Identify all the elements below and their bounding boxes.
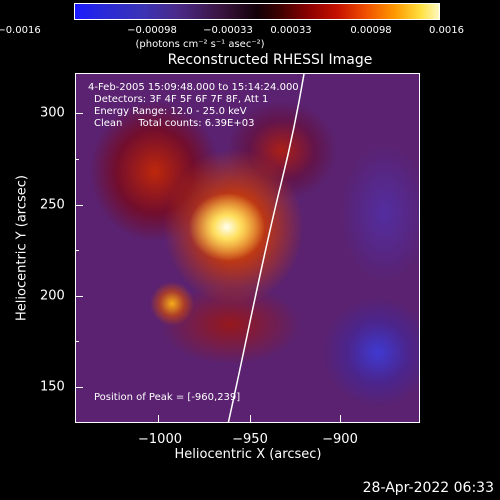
y-minor-tick bbox=[75, 250, 79, 251]
y-tick-label: 300 bbox=[40, 105, 65, 121]
colorbar-tick: −0.00033 bbox=[203, 25, 253, 36]
colorbar-tick: 0.00033 bbox=[270, 25, 312, 36]
annotation-time: 4-Feb-2005 15:09:48.000 to 15:14:24.000 bbox=[88, 82, 299, 93]
y-minor-tick bbox=[75, 159, 79, 160]
colorbar-unit: (photons cm⁻² s⁻¹ asec⁻²) bbox=[135, 39, 265, 50]
colorbar-tick: 0.0016 bbox=[429, 25, 464, 36]
y-tick-label: 250 bbox=[40, 197, 65, 213]
plot-title: Reconstructed RHESSI Image bbox=[167, 52, 373, 68]
colorbar-tick: −0.0016 bbox=[0, 25, 41, 36]
render-timestamp: 28-Apr-2022 06:33 bbox=[362, 480, 494, 496]
annotation-clean: Clean Total counts: 6.39E+03 bbox=[94, 118, 255, 129]
x-tick-mark bbox=[158, 415, 159, 423]
annotation-detectors: Detectors: 3F 4F 5F 6F 7F 8F, Att 1 bbox=[94, 94, 269, 105]
x-tick-label: −900 bbox=[322, 432, 358, 447]
x-tick-mark bbox=[340, 415, 341, 423]
colorbar-tick: −0.00098 bbox=[127, 25, 177, 36]
y-tick-mark bbox=[75, 205, 83, 206]
y-tick-mark bbox=[75, 387, 83, 388]
x-axis-label: Heliocentric X (arcsec) bbox=[174, 447, 322, 462]
y-tick-mark bbox=[75, 113, 83, 114]
y-axis-label: Heliocentric Y (arcsec) bbox=[14, 175, 30, 321]
annotation-energy: Energy Range: 12.0 - 25.0 keV bbox=[94, 106, 247, 117]
colorbar bbox=[74, 3, 440, 20]
y-tick-label: 150 bbox=[40, 379, 65, 395]
x-tick-label: −1000 bbox=[138, 432, 182, 447]
annotation-peak: Position of Peak = [-960,239] bbox=[94, 392, 241, 403]
x-tick-label: −950 bbox=[232, 432, 268, 447]
x-tick-mark bbox=[250, 415, 251, 423]
y-tick-label: 200 bbox=[40, 288, 65, 304]
y-minor-tick bbox=[75, 341, 79, 342]
y-tick-mark bbox=[75, 296, 83, 297]
rhessi-image: 4-Feb-2005 15:09:48.000 to 15:14:24.000 … bbox=[75, 73, 420, 423]
colorbar-tick: 0.00098 bbox=[350, 25, 392, 36]
solar-limb bbox=[227, 74, 305, 422]
